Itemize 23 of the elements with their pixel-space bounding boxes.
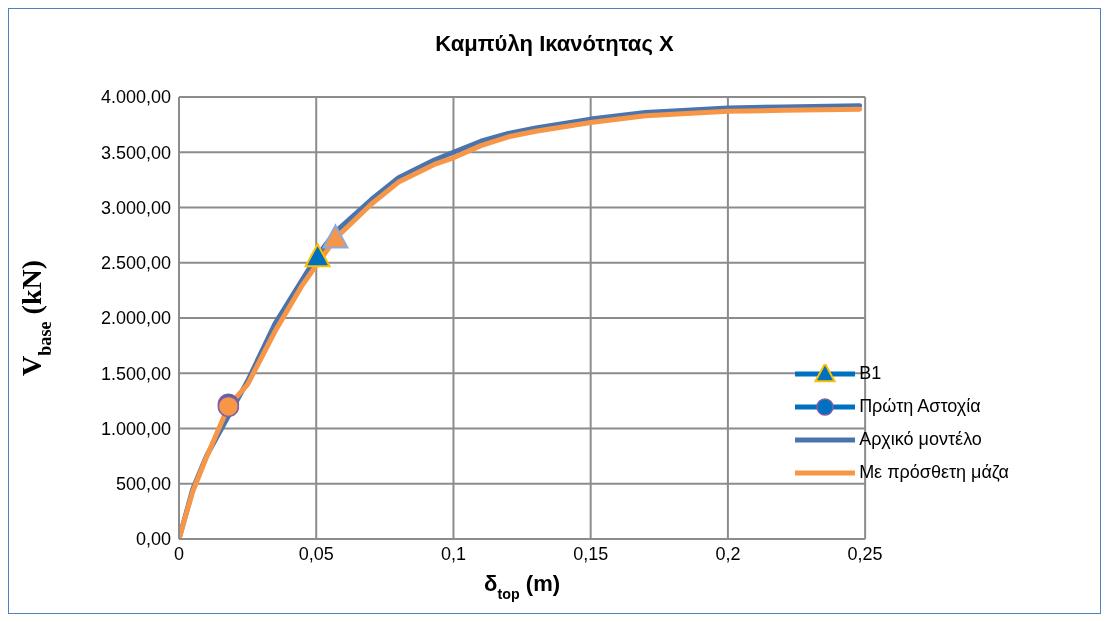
point: [304, 243, 331, 268]
y-tick-label: 1.500,00: [100, 363, 171, 384]
y-tick-label: 0,00: [135, 529, 171, 550]
legend-label: B1: [859, 363, 882, 384]
y-tick-label: 1.000,00: [100, 418, 171, 439]
chart-title: Καμπύλη Ικανότητας X: [434, 31, 675, 57]
x-tick-label: 0,05: [298, 543, 334, 564]
y-tick-label: 3.000,00: [100, 197, 171, 218]
legend-label: Αρχικό μοντέλο: [859, 429, 982, 450]
y-tick-label: 2.000,00: [100, 308, 171, 329]
y-tick-label: 3.500,00: [100, 142, 171, 163]
x-tick-label: 0,15: [573, 543, 609, 564]
y-tick-label: 500,00: [115, 474, 171, 495]
x-tick-label: 0,2: [715, 543, 741, 564]
point: [322, 224, 349, 249]
x-axis-title: δ$_{top}$ (m): [484, 571, 561, 602]
x-tick-label: 0,25: [847, 543, 883, 564]
y-tick-label: 4.000,00: [100, 87, 171, 108]
y-tick-label: 2.500,00: [100, 253, 171, 274]
x-tick-label: 0,1: [440, 543, 466, 564]
legend-label: Πρώτη Αστοχία: [859, 396, 981, 417]
x-tick-label: 0: [173, 543, 185, 564]
legend-label: Με πρόσθετη μάζα: [859, 462, 1009, 483]
